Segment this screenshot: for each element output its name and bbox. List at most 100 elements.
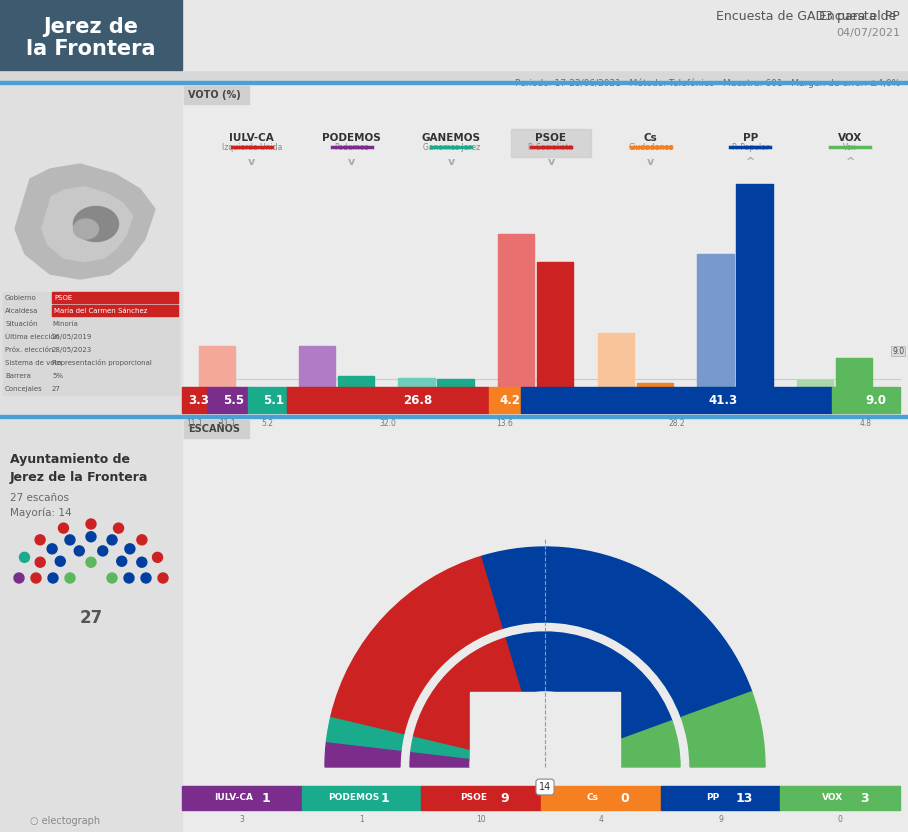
Text: Encuesta de GAD3 para el PP: Encuesta de GAD3 para el PP [716,10,900,23]
Text: IULV-CA: IULV-CA [230,133,274,143]
Text: 28.2: 28.2 [668,419,685,428]
Wedge shape [327,716,404,750]
Text: PP: PP [706,794,719,803]
Text: VOX: VOX [822,794,843,803]
Bar [520,387,832,413]
Bar [184,420,249,438]
Text: P. Socialista: P. Socialista [528,143,574,152]
Wedge shape [470,692,620,767]
Bar [3,357,179,369]
Text: 5.2: 5.2 [262,419,273,428]
Text: PSOE: PSOE [54,295,73,301]
Text: ○ electograph: ○ electograph [30,816,100,826]
Circle shape [137,535,147,545]
Text: PODEMOS: PODEMOS [322,133,381,143]
Circle shape [158,573,168,583]
Text: 3: 3 [240,815,244,825]
Circle shape [86,557,96,567]
Text: 3: 3 [860,791,868,805]
Bar [182,786,301,810]
Circle shape [107,573,117,583]
Wedge shape [325,741,401,767]
Bar [0,84,182,414]
Text: 27 escaños: 27 escaños [10,493,69,503]
Text: 10: 10 [477,815,486,825]
Bar [3,383,179,395]
Text: 11.1: 11.1 [220,419,236,428]
Bar [207,387,249,413]
Text: María del Carmen Sánchez: María del Carmen Sánchez [54,308,147,314]
Bar [301,786,421,810]
Text: Vox: Vox [844,143,857,152]
Text: Encuesta de: Encuesta de [819,10,900,23]
Text: P. Popular: P. Popular [732,143,769,152]
Circle shape [19,552,29,562]
Text: PSOE: PSOE [459,794,487,803]
Bar [780,786,900,810]
Text: v: v [248,157,255,167]
Circle shape [48,573,58,583]
Text: 4.2: 4.2 [499,394,520,407]
Bar [836,358,873,406]
Bar [3,292,179,304]
Text: 41.3: 41.3 [708,394,737,407]
Text: 04/07/2021: 04/07/2021 [836,28,900,38]
Text: PODEMOS: PODEMOS [328,794,380,803]
Text: 4: 4 [598,815,603,825]
Bar [537,262,573,406]
Bar [421,786,541,810]
Bar [199,346,235,406]
Text: Barrera: Barrera [5,373,31,379]
Text: Podemos: Podemos [334,143,369,152]
Text: ^: ^ [845,157,854,167]
Text: 1: 1 [262,791,271,805]
Bar [597,333,634,406]
Bar [736,184,773,406]
Text: 11.1: 11.1 [186,419,202,428]
Text: la Frontera: la Frontera [26,39,156,59]
Text: Ayuntamiento de
Jerez de la Frontera: Ayuntamiento de Jerez de la Frontera [10,453,148,484]
Circle shape [55,557,65,567]
Text: 27: 27 [52,386,61,392]
Text: Representación proporcional: Representación proporcional [52,359,152,367]
Circle shape [98,546,108,556]
Circle shape [35,535,45,545]
Text: Próx. elección: Próx. elección [5,347,54,353]
Circle shape [65,573,75,583]
Text: Sistema de voto: Sistema de voto [5,360,62,366]
Ellipse shape [74,206,119,241]
Circle shape [107,535,117,545]
Text: 13: 13 [735,791,753,805]
Bar [661,786,780,810]
Text: Ganemos Jerez: Ganemos Jerez [422,143,480,152]
Polygon shape [42,186,133,261]
Bar [52,292,178,303]
Text: 9.0: 9.0 [892,347,904,355]
Bar [182,387,207,413]
Bar [489,387,520,413]
Bar [238,389,274,406]
Bar [3,370,179,382]
Bar [249,387,287,413]
Text: 26.8: 26.8 [403,394,433,407]
Text: 28/05/2023: 28/05/2023 [52,347,93,353]
Wedge shape [616,721,680,767]
Text: ^: ^ [745,157,755,167]
Circle shape [14,573,24,583]
Bar [52,305,178,316]
Bar [470,692,620,772]
Text: PSOE: PSOE [536,133,567,143]
Circle shape [47,544,57,554]
Circle shape [141,573,151,583]
Text: 26/05/2019: 26/05/2019 [52,334,93,340]
Text: 9: 9 [718,815,723,825]
Circle shape [86,519,96,529]
Text: v: v [548,157,555,167]
Text: Mayoría: 14: Mayoría: 14 [10,508,72,518]
Text: Ciudadanos: Ciudadanos [628,143,673,152]
Circle shape [137,557,147,567]
Wedge shape [681,691,765,767]
Bar [287,387,489,413]
Bar [832,387,900,413]
Wedge shape [482,547,752,717]
